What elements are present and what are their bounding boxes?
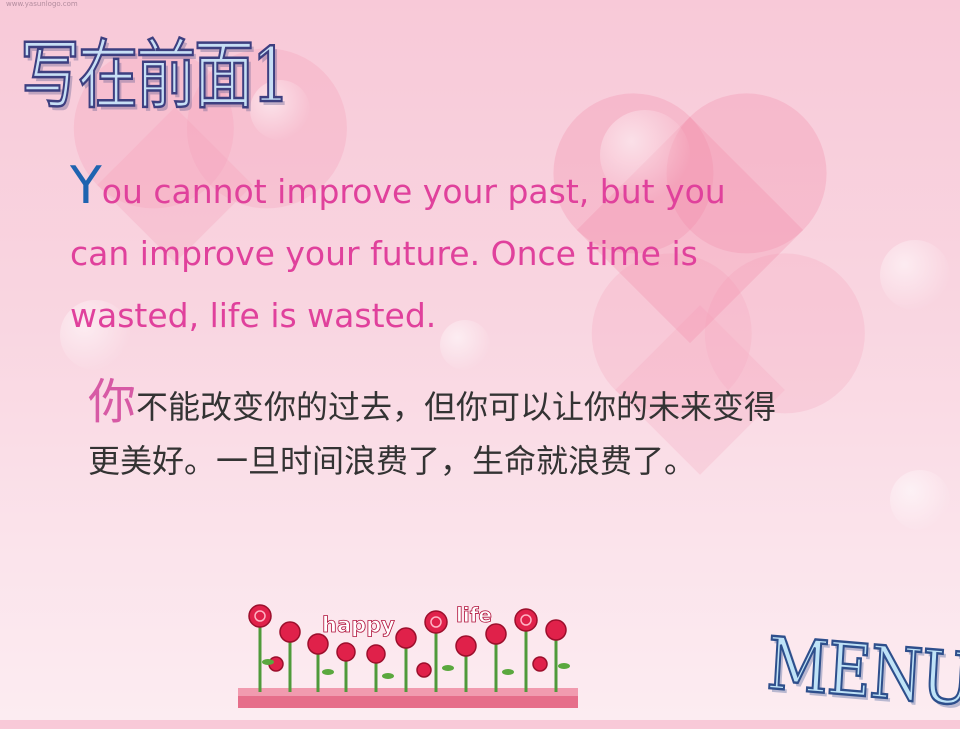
quote-chinese-initial: 你 — [88, 374, 137, 430]
menu-button-label: MENU — [764, 621, 960, 724]
quote-chinese: 你不能改变你的过去，但你可以让你的未来变得更美好。一旦时间浪费了，生命就浪费了。 — [88, 378, 788, 488]
happy-life-flowers: happy life — [238, 592, 578, 712]
background-bokeh — [880, 240, 950, 310]
quote-chinese-text: 不能改变你的过去，但你可以让你的未来变得更美好。一旦时间浪费了，生命就浪费了。 — [88, 388, 777, 480]
menu-button[interactable]: MENU — [764, 616, 960, 724]
quote-english: You cannot improve your past, but you ca… — [70, 160, 790, 347]
happy-word: happy — [322, 613, 395, 637]
quote-english-initial: Y — [70, 156, 102, 216]
page-title: 写在前面1 — [19, 31, 291, 121]
flower-border-icon: happy life — [238, 603, 578, 708]
background-bokeh — [890, 470, 950, 530]
life-word: life — [456, 603, 492, 627]
watermark: www.yasunlogo.com — [6, 0, 78, 8]
quote-english-text: ou cannot improve your past, but you can… — [70, 172, 726, 335]
